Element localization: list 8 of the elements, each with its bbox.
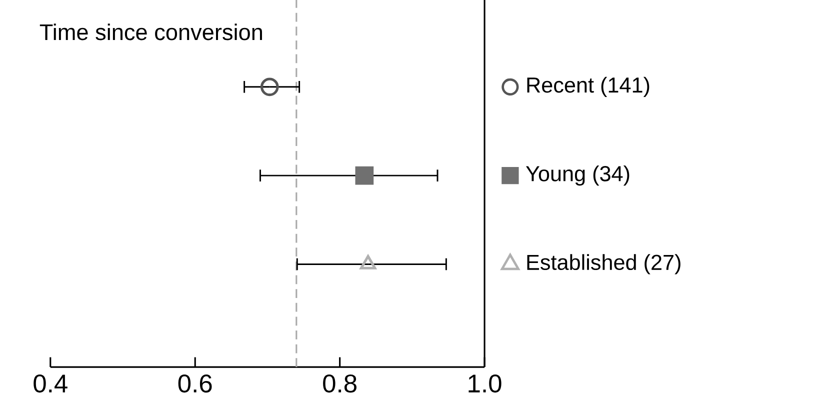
x-tick-label: 0.4 <box>34 374 68 392</box>
legend-label: Recent (141) <box>527 76 650 97</box>
x-tick-label: 1.0 <box>468 374 502 392</box>
legend-label: Established (27) <box>527 254 680 274</box>
x-tick-label: 0.6 <box>178 374 212 392</box>
text: Time since conversion <box>40 23 262 40</box>
x-tick-label: 0.8 <box>323 374 356 392</box>
legend-label: Young (34) <box>526 165 630 186</box>
